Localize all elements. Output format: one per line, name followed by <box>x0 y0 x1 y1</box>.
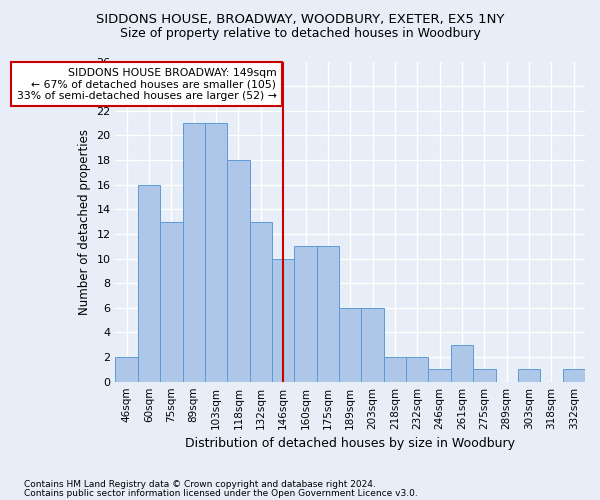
Text: Size of property relative to detached houses in Woodbury: Size of property relative to detached ho… <box>119 28 481 40</box>
Bar <box>272 258 295 382</box>
Y-axis label: Number of detached properties: Number of detached properties <box>78 128 91 314</box>
Text: Contains public sector information licensed under the Open Government Licence v3: Contains public sector information licen… <box>24 489 418 498</box>
Bar <box>361 308 384 382</box>
Bar <box>406 357 428 382</box>
Text: SIDDONS HOUSE BROADWAY: 149sqm
← 67% of detached houses are smaller (105)
33% of: SIDDONS HOUSE BROADWAY: 149sqm ← 67% of … <box>17 68 277 101</box>
Bar <box>182 123 205 382</box>
X-axis label: Distribution of detached houses by size in Woodbury: Distribution of detached houses by size … <box>185 437 515 450</box>
Bar <box>138 184 160 382</box>
Bar <box>339 308 361 382</box>
Bar <box>428 370 451 382</box>
Text: Contains HM Land Registry data © Crown copyright and database right 2024.: Contains HM Land Registry data © Crown c… <box>24 480 376 489</box>
Bar <box>115 357 138 382</box>
Bar <box>160 222 182 382</box>
Text: SIDDONS HOUSE, BROADWAY, WOODBURY, EXETER, EX5 1NY: SIDDONS HOUSE, BROADWAY, WOODBURY, EXETE… <box>96 12 504 26</box>
Bar <box>205 123 227 382</box>
Bar <box>317 246 339 382</box>
Bar <box>384 357 406 382</box>
Bar <box>250 222 272 382</box>
Bar <box>518 370 540 382</box>
Bar <box>295 246 317 382</box>
Bar <box>227 160 250 382</box>
Bar <box>473 370 496 382</box>
Bar <box>563 370 585 382</box>
Bar <box>451 344 473 382</box>
